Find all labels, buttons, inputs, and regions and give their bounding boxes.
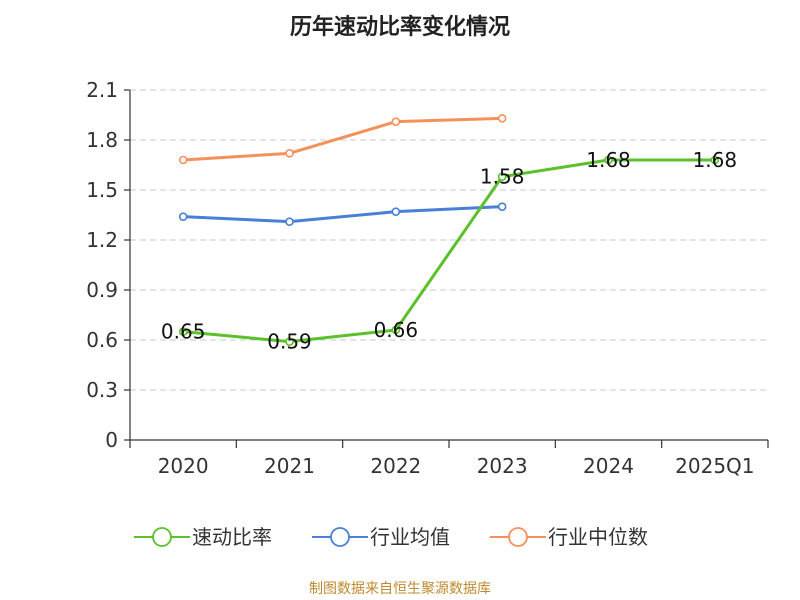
legend-label: 行业中位数 [548,525,648,549]
legend-item: 速动比率 [134,525,272,549]
data-point [178,155,188,165]
data-point [178,212,188,221]
data-point [178,327,188,336]
y-tick-label: 1.2 [86,228,118,252]
x-tick-label: 2023 [477,454,528,478]
y-tick-label: 1.8 [86,128,118,152]
data-label: 1.68 [693,148,738,172]
legend-label: 速动比率 [192,525,272,549]
legend-item: 行业中位数 [490,525,648,549]
data-point [391,207,401,216]
chart-title: 历年速动比率变化情况 [290,14,510,40]
data-point [497,114,507,123]
source-note: 制图数据来自恒生聚源数据库 [309,581,491,597]
legend-marker [508,527,528,547]
x-tick-label: 2021 [264,454,315,478]
x-tick-label: 2024 [583,454,634,478]
data-label: 0.59 [267,330,312,354]
y-tick-label: 0.9 [86,278,118,302]
plot-area [178,114,720,346]
data-label: 0.65 [161,320,206,344]
data-point [285,149,294,158]
series-line [183,116,503,162]
data-point [391,325,401,335]
legend-label: 行业均值 [370,525,450,549]
axes: 0 0.3 0.6 0.9 1.2 1.5 1.8 2.1 2020 2021 2022 2023 20… [86,78,769,478]
data-point [497,202,507,211]
grid [130,89,768,391]
series-line [183,158,715,344]
y-tick-label: 2.1 [86,78,118,102]
data-point [285,337,294,346]
x-tick-label: 2022 [370,454,421,478]
series-line [183,205,503,224]
data-point [285,217,294,226]
legend-marker [330,527,350,547]
data-point [710,155,720,165]
y-tick-label: 0 [105,428,118,452]
data-point [391,117,401,126]
legend-marker [152,527,172,547]
data-point [497,172,507,181]
y-tick-label: 1.5 [86,178,118,202]
y-tick-label: 0.6 [86,328,118,352]
data-label: 1.68 [586,148,631,172]
data-point [604,155,613,165]
data-labels: 0.65 0.59 0.66 1.58 1.68 1.68 [161,148,737,354]
x-tick-label: 2025Q1 [675,454,754,478]
data-label: 1.58 [480,165,525,189]
legend: 速动比率 行业均值 行业中位数 [134,525,648,549]
y-tick-label: 0.3 [86,378,118,402]
data-label: 0.66 [374,318,419,342]
legend-item: 行业均值 [312,525,450,549]
x-tick-label: 2020 [158,454,209,478]
